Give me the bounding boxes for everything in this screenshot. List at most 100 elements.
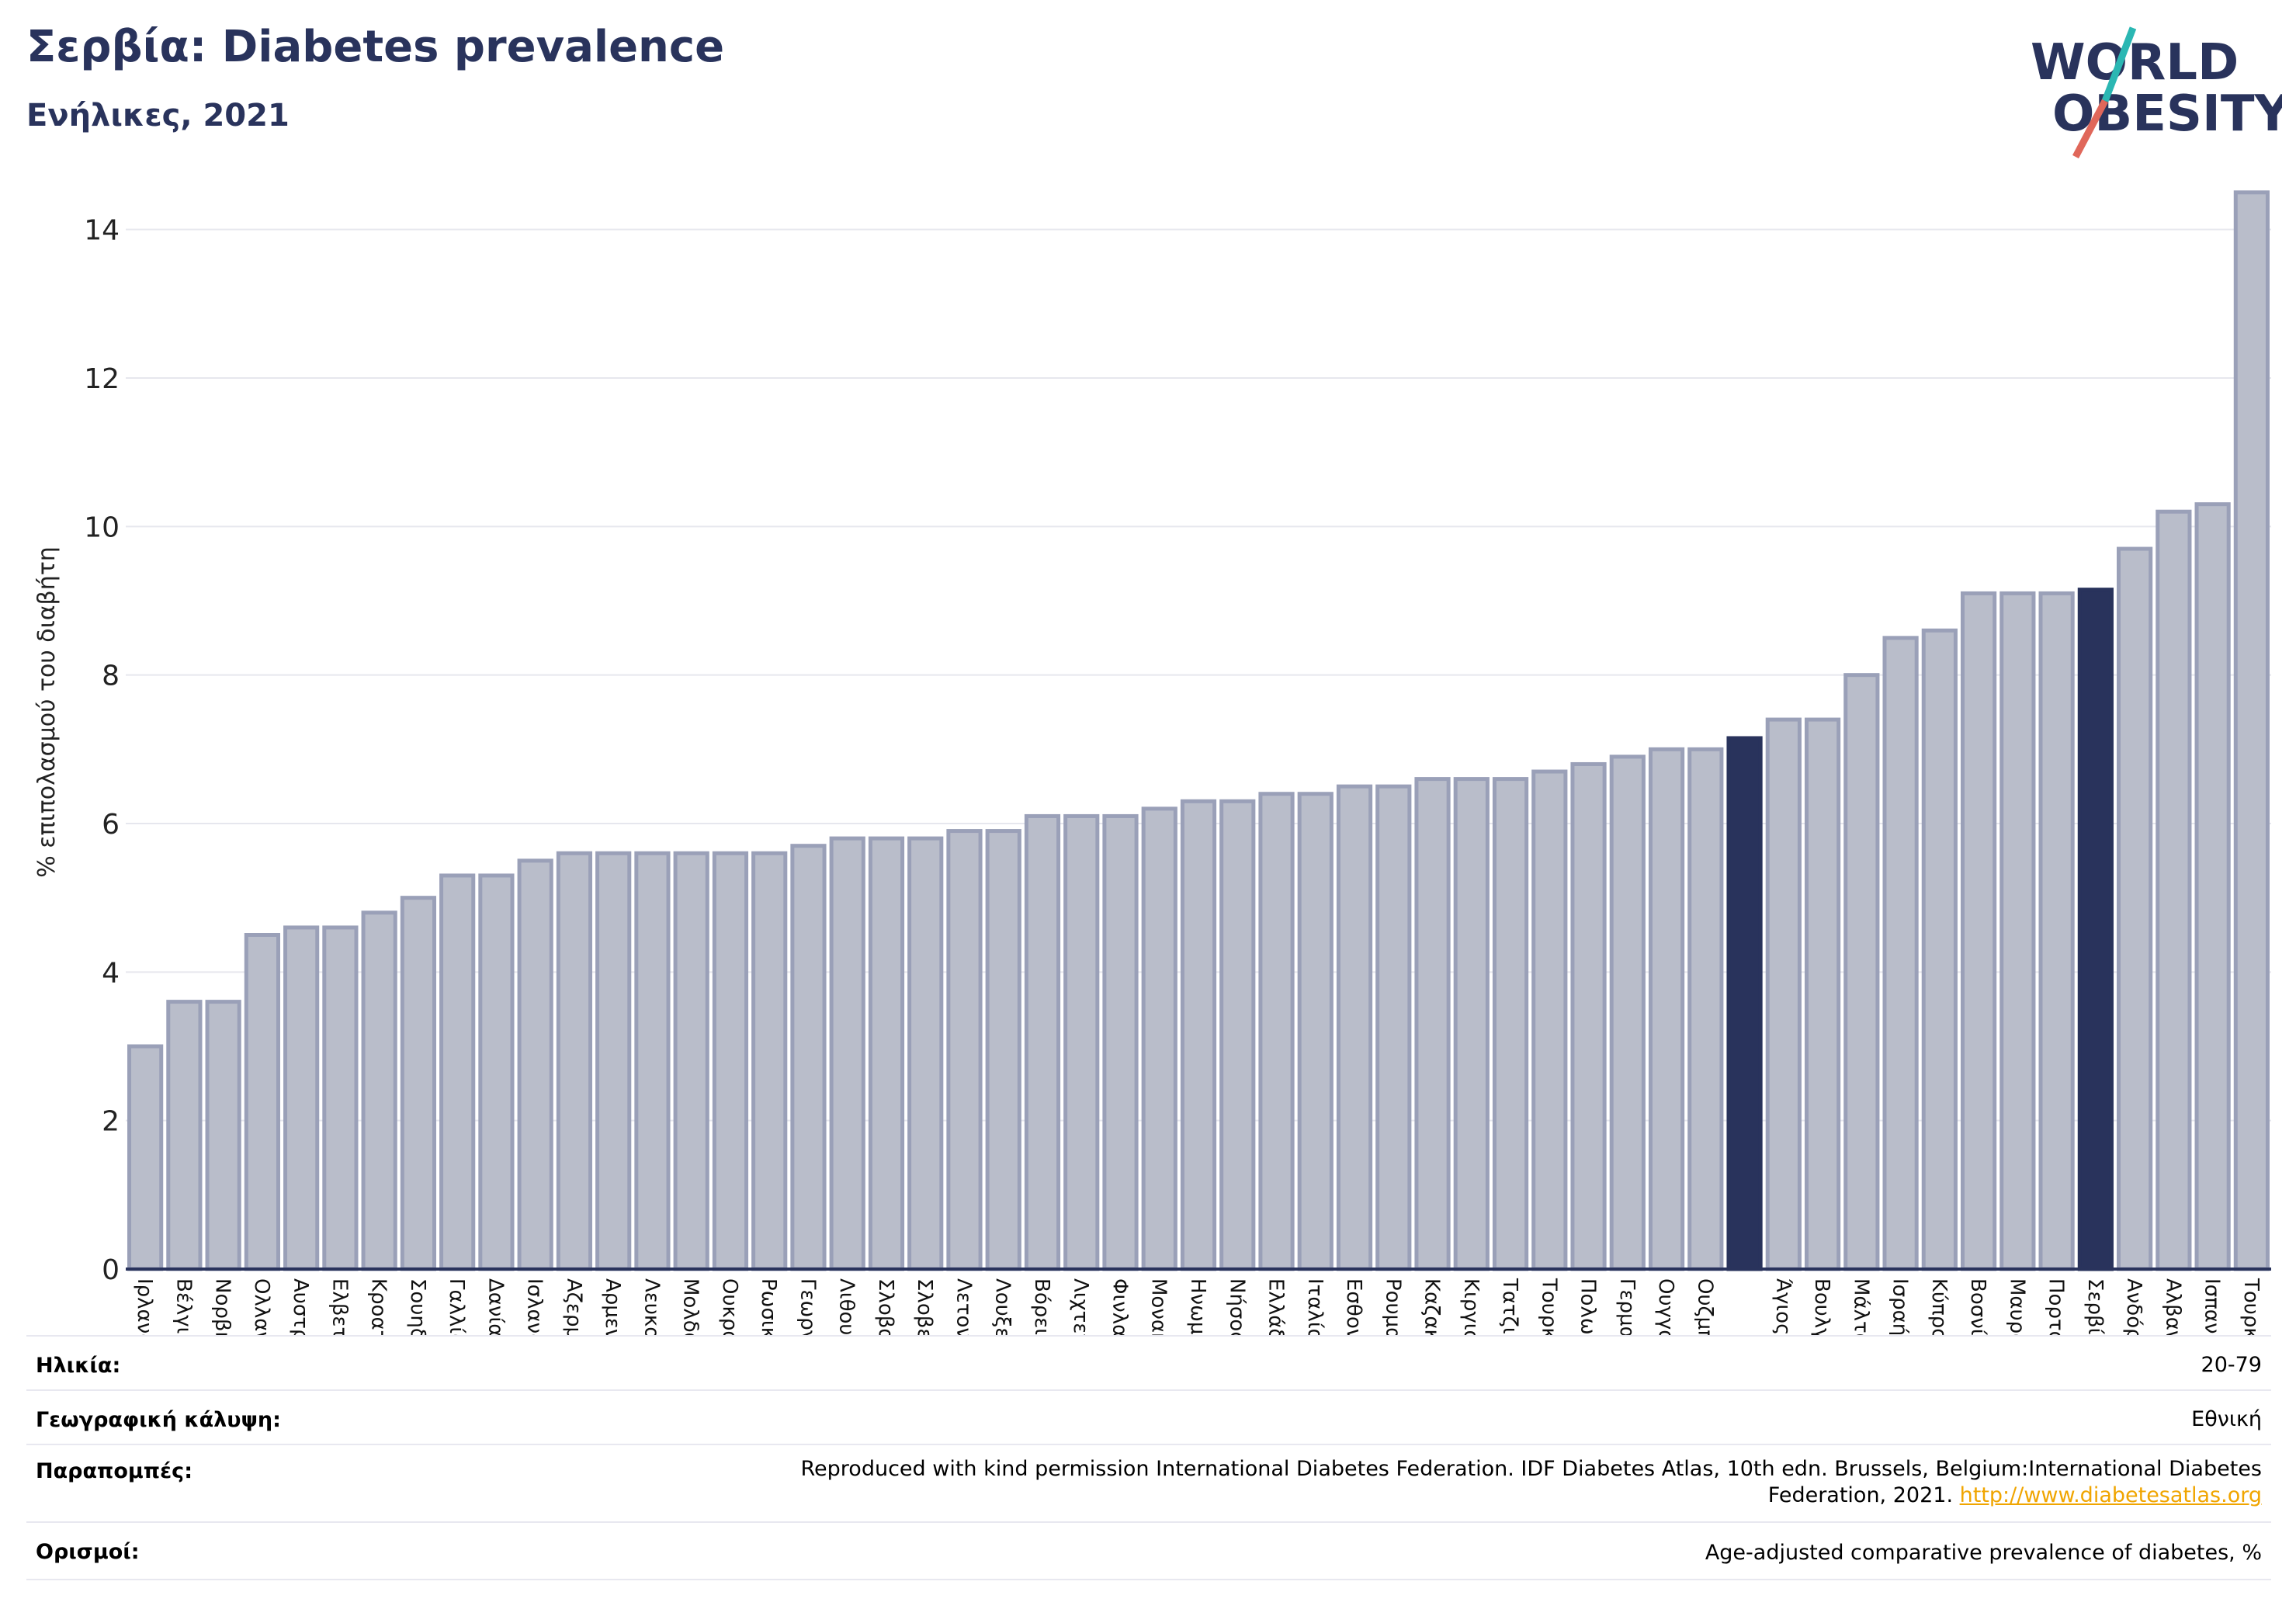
bar	[1921, 628, 1958, 1271]
x-tick-label: Γερμανία	[1615, 1278, 1639, 1335]
bar	[868, 836, 905, 1271]
x-tick-label: Βόρεια Μακεδονία	[1030, 1278, 1053, 1335]
y-tick-label: 10	[84, 512, 120, 543]
bar	[1063, 813, 1100, 1271]
meta-row-age: Ηλικία: 20-79	[26, 1335, 2271, 1391]
x-tick-label: Δανία	[484, 1278, 507, 1335]
x-tick-label: Τουρκμενιστάν	[1537, 1278, 1560, 1335]
bar	[946, 829, 983, 1271]
x-tick-label: Βοσνία και Ερζεγοβίνη	[1966, 1278, 1989, 1335]
bar	[517, 858, 553, 1271]
x-tick-label: Ανδόρα	[2122, 1278, 2145, 1335]
bar	[634, 851, 671, 1271]
x-tick-label: Ισλανδία	[523, 1278, 546, 1335]
x-tick-label: Σλοβακία	[874, 1278, 897, 1335]
x-tick-label: Ελλάδα	[1264, 1278, 1288, 1335]
bar	[790, 844, 827, 1271]
meta-row-definitions: Ορισμοί: Age-adjusted comparative preval…	[26, 1521, 2271, 1580]
x-tick-label: Μονακό	[1147, 1278, 1171, 1335]
bar	[1258, 792, 1295, 1271]
bar	[1453, 777, 1490, 1271]
bar	[712, 851, 749, 1271]
meta-row-coverage: Γεωγραφική κάλυψη: Εθνική	[26, 1389, 2271, 1445]
x-tick-label: Μολδαβία	[679, 1278, 702, 1335]
x-tick-label: Τουρκία	[2239, 1278, 2263, 1335]
x-tick-label: Αλβανία	[2161, 1278, 2184, 1335]
logo-slash-bottom	[2072, 99, 2108, 159]
y-tick-label: 14	[84, 215, 120, 247]
bar	[2156, 509, 2192, 1271]
y-tick-label: 6	[102, 809, 120, 841]
y-axis-label: % επιπολασμού του διαβήτη	[33, 546, 61, 878]
bar	[1843, 673, 1880, 1271]
bar	[1492, 777, 1529, 1271]
references-line-2-text: Federation, 2021.	[1767, 1483, 1960, 1507]
bar	[1024, 813, 1061, 1271]
references-label: Παραπομπές:	[36, 1459, 192, 1483]
x-tick-label: Ρουμανία	[1381, 1278, 1404, 1335]
bar	[2117, 546, 2153, 1271]
bar	[205, 1000, 241, 1271]
x-tick-label: Πολωνία	[1576, 1278, 1600, 1335]
x-tick-label: Μαυροβούνιο	[2005, 1278, 2028, 1335]
x-tick-label: Ηνωμένο Βασίλειο	[1186, 1278, 1209, 1335]
x-tick-label: Λιχτενστάιν	[1069, 1278, 1092, 1335]
bar	[556, 851, 593, 1271]
x-tick-label: Μάλτα	[1849, 1278, 1872, 1335]
bar	[127, 1044, 164, 1271]
x-tick-label: Βουλγαρία	[1810, 1278, 1833, 1335]
bar	[1297, 792, 1334, 1271]
bar	[1180, 799, 1217, 1271]
x-tick-label: Λουξεμβούργο	[991, 1278, 1014, 1335]
x-tick-label: Ισπανία	[2201, 1278, 2224, 1335]
x-tick-label: Καζακστάν	[1420, 1278, 1444, 1335]
x-tick-label: Ρωσική Ομοσπονδία	[757, 1278, 780, 1335]
references-link[interactable]: http://www.diabetesatlas.org	[1959, 1483, 2262, 1507]
bar	[985, 829, 1021, 1271]
x-tick-label: Σερβία	[2083, 1278, 2107, 1335]
references-line-1: Reproduced with kind permission Internat…	[800, 1457, 2263, 1481]
chart-subtitle: Ενήλικες, 2021	[26, 98, 290, 134]
x-tick-label: Γεωργία	[796, 1278, 819, 1335]
bar	[1141, 806, 1177, 1271]
logo-slash-top	[2101, 26, 2137, 102]
coverage-value: Εθνική	[2191, 1407, 2262, 1431]
x-tick-label: Σλοβενία	[913, 1278, 936, 1335]
bar	[1414, 777, 1451, 1271]
bar	[829, 836, 865, 1271]
y-tick-label: 4	[102, 957, 120, 989]
bar	[907, 836, 944, 1271]
age-value: 20-79	[2201, 1353, 2262, 1377]
definitions-label: Ορισμοί:	[36, 1540, 140, 1564]
x-tick-label: Κιργιστάν	[1459, 1278, 1483, 1335]
y-tick-label: 8	[102, 661, 120, 692]
x-tick-label: Ουζμπεκιστάν	[1693, 1278, 1716, 1335]
x-tick-label: Ελβετία	[328, 1278, 351, 1335]
x-tick-label: Κροατία	[367, 1278, 390, 1335]
bar	[1726, 736, 1763, 1271]
x-tick-label: Ιρλανδία	[133, 1278, 156, 1335]
bar	[2233, 190, 2270, 1271]
x-tick-label: Ολλανδία	[250, 1278, 273, 1335]
y-tick-label: 12	[84, 363, 120, 395]
bar	[1648, 747, 1685, 1271]
x-tick-label: Φινλανδία	[1108, 1278, 1131, 1335]
meta-row-references: Παραπομπές: Reproduced with kind permiss…	[26, 1444, 2271, 1523]
x-tick-label: Λετονία	[952, 1278, 975, 1335]
bar	[1999, 591, 2036, 1271]
bar	[283, 925, 320, 1271]
bar	[1882, 636, 1919, 1271]
bar	[2194, 502, 2231, 1271]
bar	[244, 933, 280, 1271]
bar	[478, 873, 515, 1271]
x-tick-label: Βέλγιο	[172, 1278, 195, 1335]
definitions-value: Age-adjusted comparative prevalence of d…	[1705, 1541, 2262, 1565]
bar	[1102, 813, 1139, 1271]
x-tick-label: Ουγγαρία	[1654, 1278, 1677, 1335]
x-tick-label: Νορβηγία	[211, 1278, 234, 1335]
x-tick-label: Γαλλία	[445, 1278, 468, 1335]
x-tick-label: Ισραήλ	[1888, 1278, 1912, 1335]
bar	[166, 1000, 203, 1271]
x-tick-label: Κύπρος	[1927, 1278, 1951, 1335]
bar	[1687, 747, 1724, 1271]
